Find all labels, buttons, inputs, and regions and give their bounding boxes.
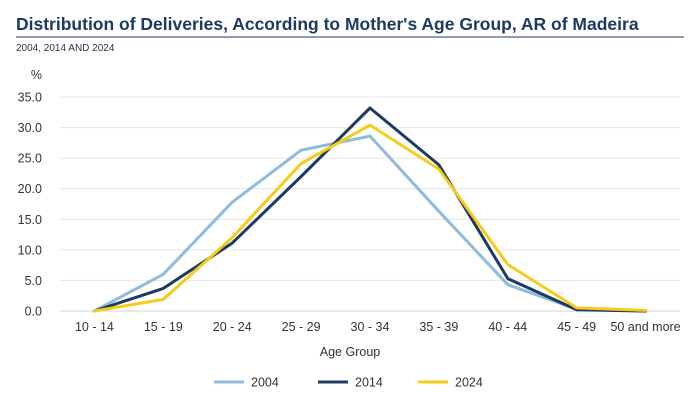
x-tick-3: 20 - 24 — [213, 320, 252, 334]
y-tick-15.0: 15.0 — [18, 213, 42, 227]
x-tick-1: 10 - 14 — [75, 320, 114, 334]
y-tick-20.0: 20.0 — [18, 182, 42, 196]
legend: 2004 2014 2024 — [214, 376, 483, 390]
x-tick-8: 45 - 49 — [557, 320, 596, 334]
y-tick-10.0: 10.0 — [18, 243, 42, 257]
series-line-2004 — [92, 134, 648, 313]
y-tick-25.0: 25.0 — [18, 152, 42, 166]
series-layer — [92, 106, 648, 313]
x-tick-labels: 10 - 14 15 - 19 20 - 24 25 - 29 30 - 34 35 - … — [75, 320, 681, 334]
chart-subtitle: 2004, 2014 AND 2024 — [16, 43, 115, 54]
legend-label-2024: 2024 — [455, 376, 483, 390]
legend-label-2004: 2004 — [251, 376, 279, 390]
x-tick-5: 30 - 34 — [351, 320, 390, 334]
x-tick-4: 25 - 29 — [282, 320, 321, 334]
chart-title: Distribution of Deliveries, According to… — [16, 14, 639, 34]
y-axis-unit: % — [31, 68, 42, 82]
series-line-2014 — [92, 106, 648, 313]
x-tick-2: 15 - 19 — [144, 320, 183, 334]
x-tick-9: 50 and more — [610, 320, 680, 334]
y-tick-35.0: 35.0 — [18, 91, 42, 105]
y-tick-30.0: 30.0 — [18, 121, 42, 135]
series-line-2024 — [92, 123, 648, 313]
x-axis-title: Age Group — [320, 345, 381, 359]
x-tick-7: 40 - 44 — [488, 320, 527, 334]
y-tick-5.0: 5.0 — [25, 274, 42, 288]
legend-label-2014: 2014 — [355, 376, 383, 390]
y-tick-labels: 0.0 5.0 10.0 15.0 20.0 25.0 30.0 35.0 — [18, 91, 42, 319]
y-tick-0.0: 0.0 — [25, 305, 42, 319]
x-tick-6: 35 - 39 — [419, 320, 458, 334]
grid-layer — [60, 96, 680, 312]
